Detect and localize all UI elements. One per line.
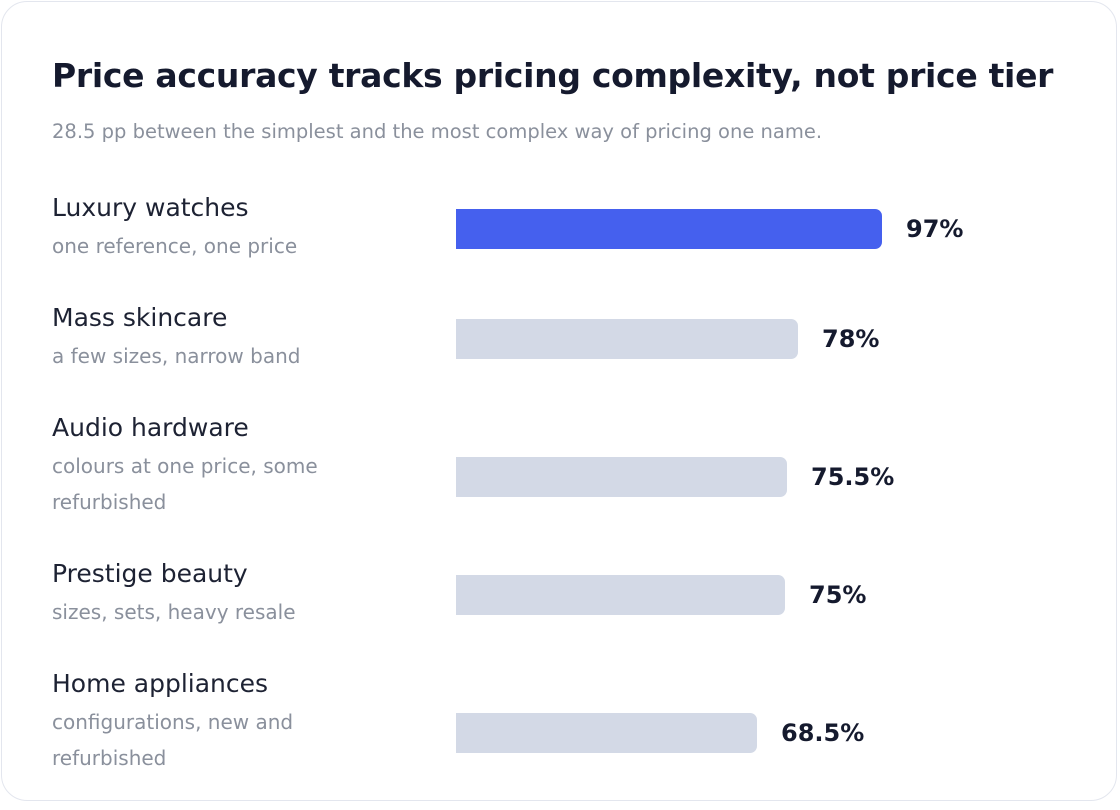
- category-description: colours at one price, some refurbished: [52, 454, 318, 514]
- value-label: 97%: [906, 215, 964, 243]
- bar: [456, 713, 757, 753]
- value-label: 75%: [809, 581, 867, 609]
- category-description: a few sizes, narrow band: [52, 344, 301, 368]
- value-label: 75.5%: [811, 463, 895, 491]
- category-name: Mass skincare: [52, 303, 228, 332]
- bar: [456, 319, 798, 359]
- bar: [456, 209, 882, 249]
- value-label: 78%: [822, 325, 880, 353]
- category-description: configurations, new and refurbished: [52, 710, 294, 770]
- chart-title: Price accuracy tracks pricing complexity…: [52, 56, 1054, 95]
- bar: [456, 457, 787, 497]
- category-name: Audio hardware: [52, 413, 249, 442]
- category-label: Mass skincare a few sizes, narrow band: [52, 302, 392, 374]
- category-label: Prestige beauty sizes, sets, heavy resale: [52, 558, 392, 630]
- category-label: Luxury watches one reference, one price: [52, 192, 392, 264]
- category-name: Home appliances: [52, 669, 269, 698]
- category-name: Prestige beauty: [52, 559, 248, 588]
- category-description: sizes, sets, heavy resale: [52, 600, 296, 624]
- category-label: Audio hardware colours at one price, some…: [52, 412, 392, 520]
- bar: [456, 575, 785, 615]
- chart-subtitle: 28.5 pp between the simplest and the mos…: [52, 120, 823, 143]
- category-label: Home appliances configurations, new and r…: [52, 668, 392, 776]
- category-name: Luxury watches: [52, 193, 249, 222]
- value-label: 68.5%: [781, 719, 865, 747]
- category-description: one reference, one price: [52, 234, 298, 258]
